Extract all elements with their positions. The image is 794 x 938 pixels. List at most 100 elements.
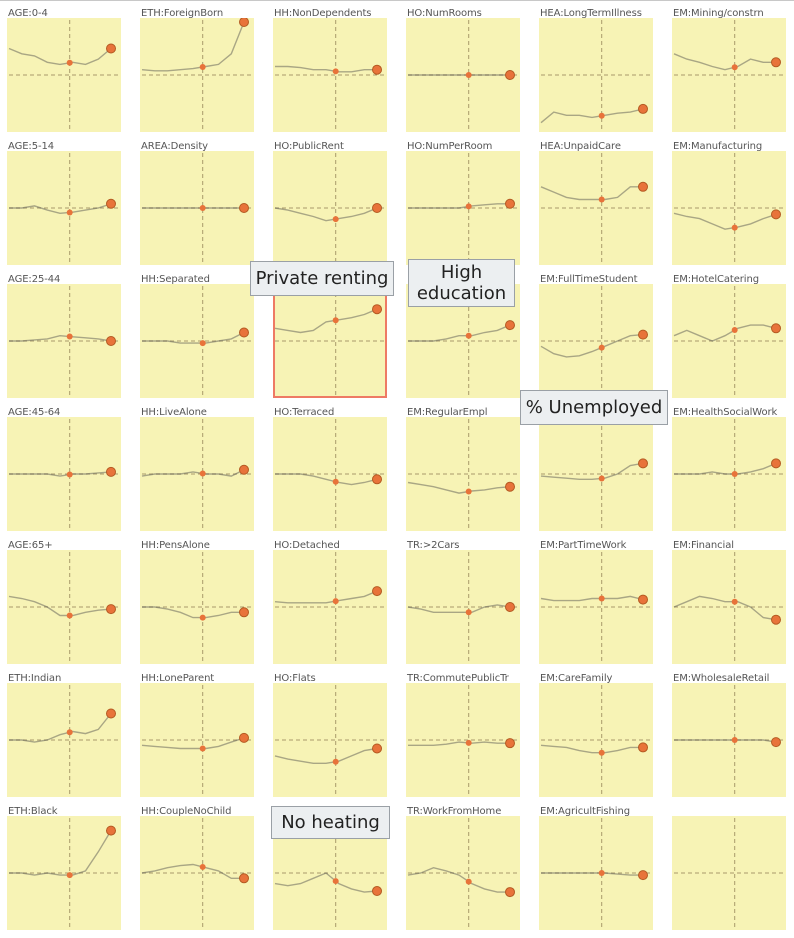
reference-point (199, 470, 206, 477)
panel-plot (7, 816, 121, 930)
panel-plot (406, 683, 520, 797)
series-line (274, 590, 378, 604)
panel-title: HEA:UnpaidCare (540, 141, 621, 152)
panel-unemployed (532, 399, 665, 532)
panel-em-mining-constrn: EM:Mining/constrn (665, 0, 794, 133)
endpoint-marker (771, 614, 781, 625)
endpoint-marker (505, 198, 515, 209)
reference-point (465, 72, 472, 78)
series-line (275, 65, 377, 73)
panel-plot (406, 18, 520, 132)
endpoint-marker (638, 103, 648, 114)
panel-eth-foreignborn: ETH:ForeignBorn (133, 0, 266, 133)
reference-point (465, 878, 472, 885)
endpoint-marker (239, 732, 249, 743)
panel-em-regularempl: EM:RegularEmpl (399, 399, 532, 532)
panel-age-45-64: AGE:45-64 (0, 399, 133, 532)
series-line (9, 334, 112, 342)
panel-hea-unpaidcare: HEA:UnpaidCare (532, 133, 665, 266)
panel-em-wholesaleretail: EM:WholesaleRetail (665, 665, 794, 798)
reference-point (598, 870, 605, 876)
panel-eth-black: ETH:Black (0, 798, 133, 931)
endpoint-marker (638, 181, 648, 192)
series-line (540, 333, 644, 358)
reference-point (731, 224, 738, 231)
panel-plot (672, 816, 786, 930)
panel-plot (7, 151, 121, 265)
endpoint-marker (638, 329, 648, 340)
reference-point (66, 209, 73, 216)
endpoint-marker (372, 304, 382, 315)
panel-em-healthsocialwork: EM:HealthSocialWork (665, 399, 794, 532)
series-line (9, 713, 112, 743)
panel-title: AGE:25-44 (8, 274, 61, 285)
panel-title: HO:Flats (274, 673, 316, 684)
panel-hh-nondependents: HH:NonDependents (266, 0, 399, 133)
panel-hea-longtermillness: HEA:LongTermIllness (532, 0, 665, 133)
endpoint-marker (106, 43, 116, 54)
reference-point (66, 333, 73, 340)
panel-title: HO:Terraced (274, 407, 335, 418)
panel-plot (672, 417, 786, 531)
panel-title: AREA:Density (141, 141, 208, 152)
series-line (275, 473, 378, 486)
series-line (673, 324, 777, 342)
panel-plot (672, 18, 786, 132)
reference-point (199, 340, 206, 347)
panel-hh-livealone: HH:LiveAlone (133, 399, 266, 532)
panel-title: EM:CareFamily (540, 673, 613, 684)
endpoint-marker (771, 323, 781, 334)
panel-title: HH:LoneParent (141, 673, 215, 684)
series-line (141, 863, 244, 879)
series-line (9, 471, 112, 477)
panel-plot (539, 550, 653, 664)
reference-point (332, 758, 339, 765)
panel-plot (539, 151, 653, 265)
panel-title: EM:FullTimeStudent (540, 274, 638, 285)
endpoint-marker (106, 708, 116, 719)
panel-area-density: AREA:Density (133, 133, 266, 266)
panel-title: TR:CommutePublicTr (407, 673, 509, 684)
reference-point (465, 739, 472, 746)
panel-plot (7, 18, 121, 132)
panel-ho-terraced: HO:Terraced (266, 399, 399, 532)
panel-title: TR:WorkFromHome (407, 806, 502, 817)
panel-hh-pensalone: HH:PensAlone (133, 532, 266, 665)
series-line (408, 203, 510, 209)
series-line (407, 866, 510, 893)
panel-tr-2cars: TR:>2Cars (399, 532, 532, 665)
panel-plot (273, 417, 387, 531)
reference-point (465, 332, 472, 339)
panel-title: HO:Detached (274, 540, 340, 551)
panel-em-financial: EM:Financial (665, 532, 794, 665)
endpoint-marker (239, 18, 249, 27)
endpoint-marker (372, 743, 382, 754)
panel-title: HO:PublicRent (274, 141, 344, 152)
panel-title: ETH:Indian (8, 673, 62, 684)
endpoint-marker (372, 474, 382, 485)
endpoint-marker (106, 198, 116, 209)
reference-point (332, 478, 339, 485)
panel-plot (273, 151, 387, 265)
panel-plot (406, 151, 520, 265)
top-divider (0, 0, 794, 1)
series-line (540, 186, 643, 201)
reference-point (66, 872, 73, 879)
series-line (8, 595, 112, 617)
reference-point (598, 344, 605, 351)
callout-private-renting: Private renting (250, 261, 394, 296)
reference-point (465, 488, 472, 495)
series-line (408, 741, 510, 746)
panel-em-hotelcatering: EM:HotelCatering (665, 266, 794, 399)
panel-title: AGE:45-64 (8, 407, 61, 418)
panel-plot (140, 18, 254, 132)
endpoint-marker (505, 70, 515, 80)
reference-point (731, 737, 738, 743)
endpoint-marker (106, 466, 116, 477)
panel-plot (273, 284, 387, 398)
panel-title: TR:>2Cars (407, 540, 460, 551)
endpoint-marker (505, 481, 515, 492)
panel-plot (273, 18, 387, 132)
endpoint-marker (372, 64, 382, 75)
reference-point (199, 205, 206, 211)
